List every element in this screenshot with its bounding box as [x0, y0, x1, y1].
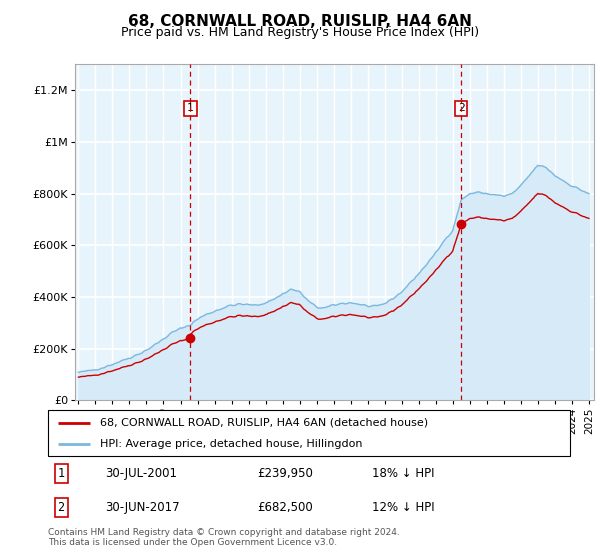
Text: 18% ↓ HPI: 18% ↓ HPI — [371, 467, 434, 480]
Text: 1: 1 — [187, 104, 194, 113]
Text: 68, CORNWALL ROAD, RUISLIP, HA4 6AN (detached house): 68, CORNWALL ROAD, RUISLIP, HA4 6AN (det… — [100, 418, 428, 428]
Text: 2: 2 — [58, 501, 65, 514]
Text: 12% ↓ HPI: 12% ↓ HPI — [371, 501, 434, 514]
Text: £682,500: £682,500 — [257, 501, 313, 514]
Text: Price paid vs. HM Land Registry's House Price Index (HPI): Price paid vs. HM Land Registry's House … — [121, 26, 479, 39]
Text: Contains HM Land Registry data © Crown copyright and database right 2024.
This d: Contains HM Land Registry data © Crown c… — [48, 528, 400, 547]
Text: £239,950: £239,950 — [257, 467, 313, 480]
Text: 30-JUL-2001: 30-JUL-2001 — [106, 467, 178, 480]
FancyBboxPatch shape — [48, 410, 570, 456]
Text: 30-JUN-2017: 30-JUN-2017 — [106, 501, 180, 514]
Text: 68, CORNWALL ROAD, RUISLIP, HA4 6AN: 68, CORNWALL ROAD, RUISLIP, HA4 6AN — [128, 14, 472, 29]
Text: 2: 2 — [458, 104, 464, 113]
Text: 1: 1 — [58, 467, 65, 480]
Text: HPI: Average price, detached house, Hillingdon: HPI: Average price, detached house, Hill… — [100, 439, 362, 449]
